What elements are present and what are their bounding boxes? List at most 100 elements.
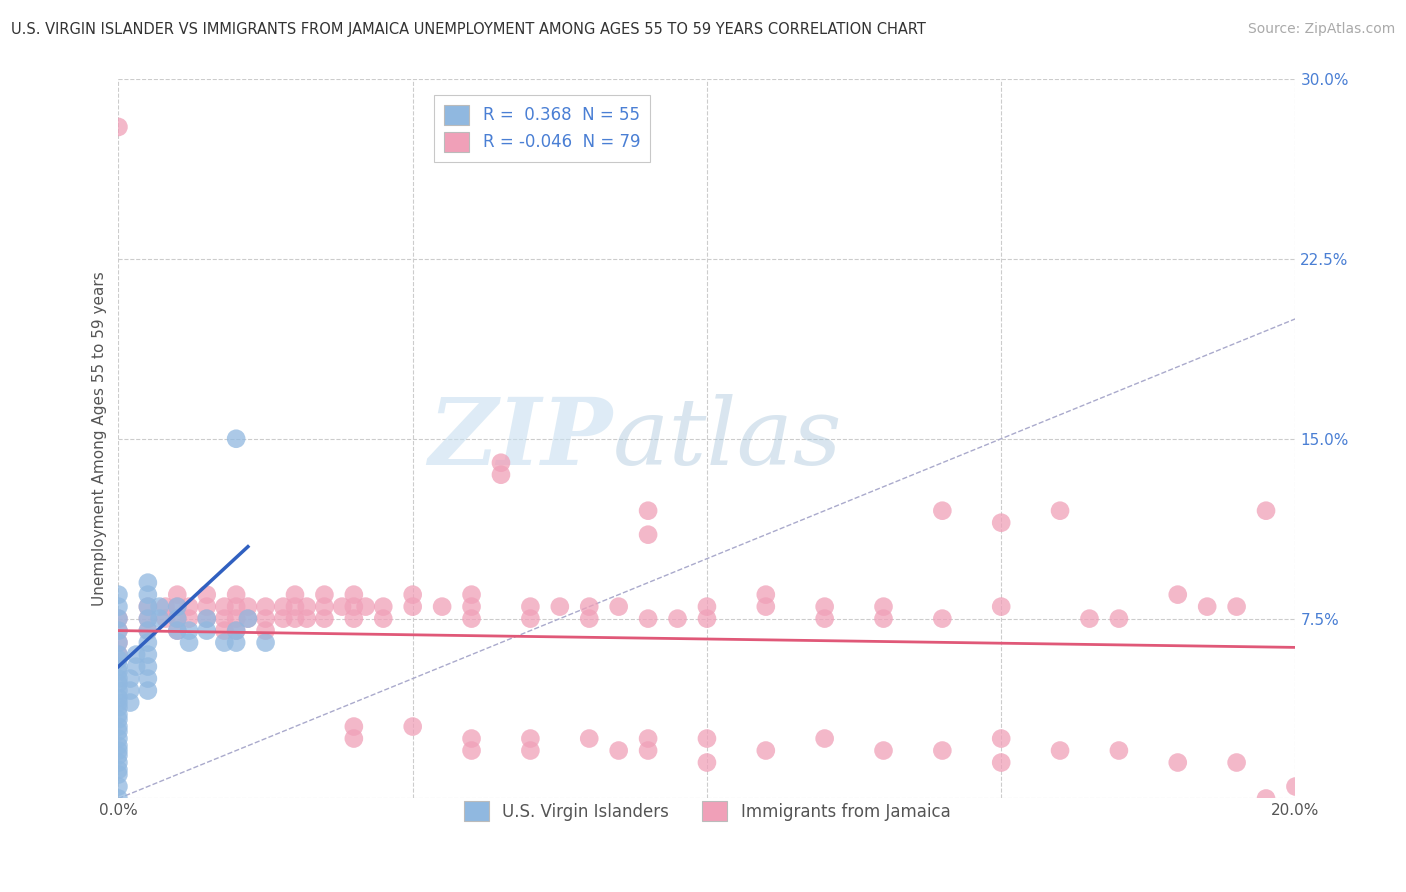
Point [373, 599, 395, 614]
Point [872, 599, 894, 614]
Point [990, 756, 1012, 770]
Point [107, 756, 129, 770]
Point [343, 720, 366, 734]
Point [402, 720, 425, 734]
Point [177, 635, 200, 649]
Text: atlas: atlas [613, 393, 842, 483]
Point [177, 599, 200, 614]
Point [195, 612, 218, 626]
Point [225, 612, 247, 626]
Text: Source: ZipAtlas.com: Source: ZipAtlas.com [1247, 22, 1395, 37]
Point [519, 612, 541, 626]
Point [696, 612, 718, 626]
Point [214, 599, 236, 614]
Point [254, 624, 277, 638]
Point [430, 599, 453, 614]
Point [166, 612, 188, 626]
Point [107, 767, 129, 781]
Point [125, 659, 148, 673]
Point [666, 612, 689, 626]
Point [314, 599, 336, 614]
Point [136, 683, 159, 698]
Point [136, 612, 159, 626]
Point [343, 588, 366, 602]
Point [107, 652, 129, 666]
Point [236, 612, 259, 626]
Point [1078, 612, 1101, 626]
Point [136, 648, 159, 662]
Legend: U.S. Virgin Islanders, Immigrants from Jamaica: U.S. Virgin Islanders, Immigrants from J… [456, 793, 959, 830]
Point [107, 612, 129, 626]
Point [107, 748, 129, 763]
Point [1226, 599, 1249, 614]
Point [136, 659, 159, 673]
Point [225, 432, 247, 446]
Point [166, 624, 188, 638]
Point [1108, 743, 1130, 757]
Point [607, 599, 630, 614]
Point [1226, 756, 1249, 770]
Point [578, 612, 600, 626]
Point [107, 763, 129, 777]
Point [177, 612, 200, 626]
Point [931, 504, 953, 518]
Point [373, 612, 395, 626]
Point [489, 467, 512, 482]
Point [195, 588, 218, 602]
Point [195, 599, 218, 614]
Point [872, 612, 894, 626]
Point [872, 743, 894, 757]
Point [107, 635, 129, 649]
Point [1049, 504, 1071, 518]
Point [254, 612, 277, 626]
Point [284, 588, 307, 602]
Point [1049, 743, 1071, 757]
Point [814, 599, 837, 614]
Point [1197, 599, 1219, 614]
Point [149, 599, 172, 614]
Point [402, 599, 425, 614]
Text: ZIP: ZIP [429, 393, 613, 483]
Point [149, 612, 172, 626]
Point [271, 612, 294, 626]
Point [314, 588, 336, 602]
Point [460, 612, 482, 626]
Point [254, 599, 277, 614]
Point [990, 516, 1012, 530]
Point [166, 624, 188, 638]
Point [637, 731, 659, 746]
Point [354, 599, 377, 614]
Point [489, 456, 512, 470]
Point [519, 743, 541, 757]
Point [136, 599, 159, 614]
Point [107, 791, 129, 805]
Point [578, 599, 600, 614]
Point [607, 743, 630, 757]
Point [107, 659, 129, 673]
Point [107, 720, 129, 734]
Point [755, 743, 778, 757]
Point [166, 588, 188, 602]
Point [225, 624, 247, 638]
Point [931, 612, 953, 626]
Point [637, 612, 659, 626]
Point [460, 731, 482, 746]
Point [214, 612, 236, 626]
Point [284, 612, 307, 626]
Point [107, 612, 129, 626]
Point [136, 624, 159, 638]
Point [107, 676, 129, 690]
Point [107, 690, 129, 705]
Point [402, 588, 425, 602]
Point [755, 599, 778, 614]
Point [214, 635, 236, 649]
Point [107, 724, 129, 739]
Point [519, 599, 541, 614]
Point [814, 612, 837, 626]
Point [120, 683, 142, 698]
Point [578, 731, 600, 746]
Point [637, 504, 659, 518]
Point [166, 599, 188, 614]
Point [136, 612, 159, 626]
Point [107, 780, 129, 794]
